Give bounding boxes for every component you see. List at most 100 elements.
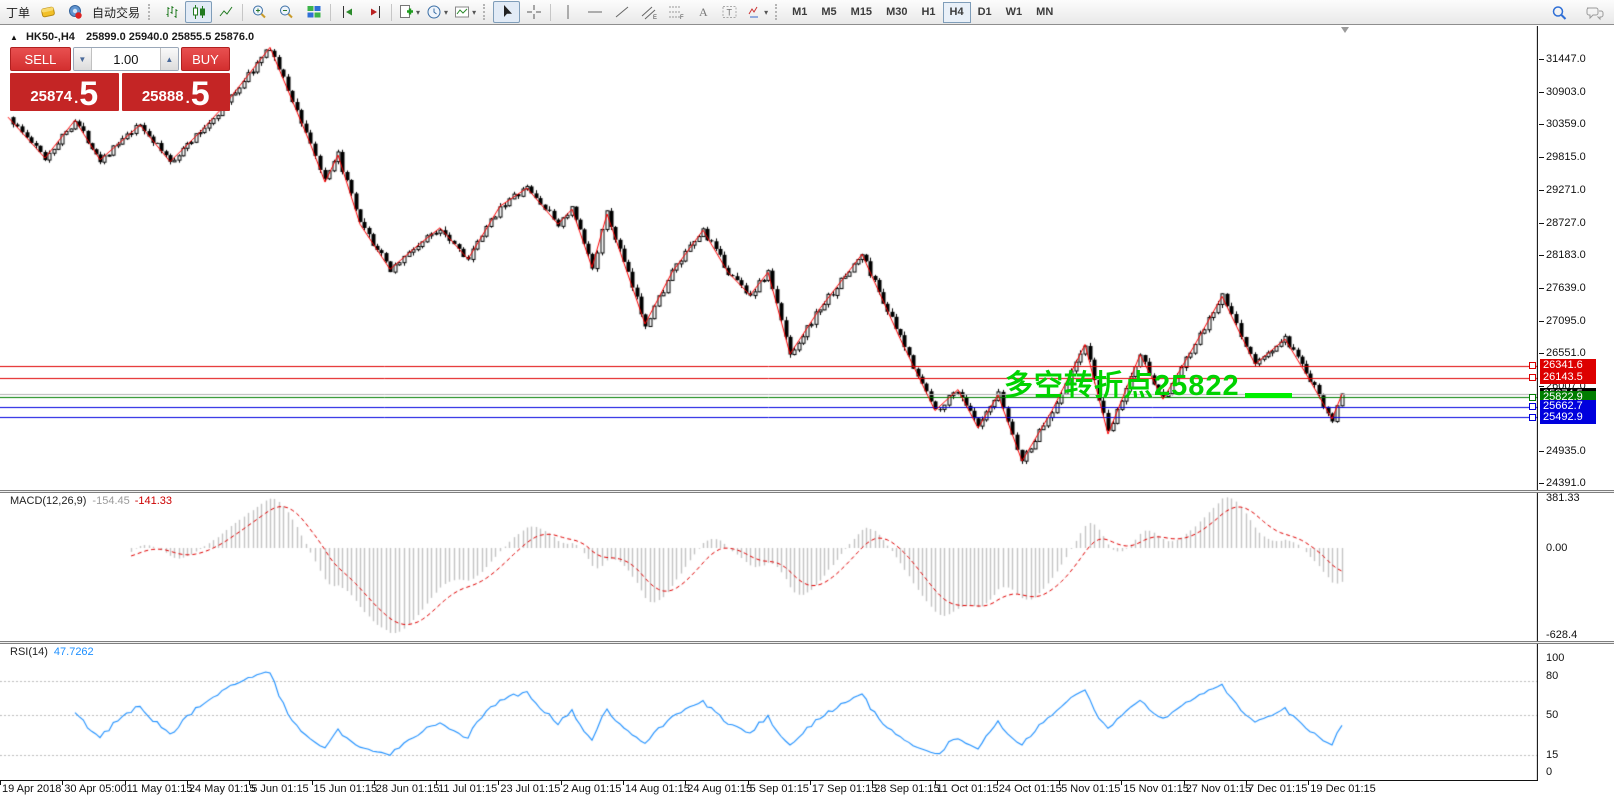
- buy-button[interactable]: BUY: [180, 47, 230, 71]
- time-tick-mark: [1121, 780, 1123, 785]
- toolbar-separator: [330, 3, 332, 21]
- time-tick-mark: [623, 780, 624, 785]
- equidistant-channel-button[interactable]: E: [635, 1, 662, 23]
- bar-chart-button[interactable]: [158, 1, 185, 23]
- price-tick-mark: [1539, 450, 1544, 452]
- main-toolbar: 丁单 自动交易 ▾ ▾ ▾: [0, 0, 1614, 25]
- auto-trading-button[interactable]: 自动交易: [92, 5, 141, 20]
- time-axis-label: 24 May 01:15: [188, 783, 256, 795]
- pane-separator[interactable]: [0, 490, 1614, 493]
- trendline-button[interactable]: [608, 1, 635, 23]
- price-tick-mark: [1539, 157, 1544, 159]
- new-order-button[interactable]: ▾: [395, 1, 423, 23]
- price-line-anchor[interactable]: [1529, 374, 1536, 382]
- price-line-anchor[interactable]: [1529, 393, 1536, 401]
- text-button[interactable]: A: [689, 1, 716, 23]
- time-axis-label: 30 Apr 05:00: [64, 783, 127, 795]
- time-axis-label: 5 Nov 01:15: [1061, 783, 1121, 795]
- main-chart-canvas[interactable]: [0, 26, 1538, 490]
- buy-price[interactable]: 25888. 5: [121, 73, 230, 113]
- sell-price[interactable]: 25874. 5: [10, 73, 119, 111]
- green-trend-segment[interactable]: [1245, 393, 1292, 398]
- indicators-button[interactable]: ▾: [451, 1, 479, 23]
- macd-indicator-canvas[interactable]: [0, 493, 1538, 641]
- timeframe-bar: M1 M5 M15 M30 H1 H4 D1 W1 MN: [785, 1, 1060, 23]
- time-axis-label: 28 Jun 01:15: [375, 783, 440, 795]
- time-tick-mark: [249, 780, 251, 785]
- time-axis-label: 11 Oct 01:15: [936, 783, 999, 795]
- timeframe-m5[interactable]: M5: [821, 6, 837, 18]
- search-icon[interactable]: [1546, 2, 1573, 24]
- candlestick-chart-button[interactable]: [185, 1, 213, 23]
- volume-input[interactable]: [91, 48, 160, 70]
- collapse-panel-icon[interactable]: ▲: [10, 33, 18, 42]
- line-chart-button[interactable]: [212, 1, 239, 23]
- time-axis-label: 17 Sep 01:15: [811, 783, 878, 795]
- tile-windows-button[interactable]: [300, 1, 327, 23]
- time-tick-mark: [62, 780, 64, 785]
- periods-button[interactable]: ▾: [423, 1, 451, 23]
- zoom-out-button[interactable]: [273, 1, 300, 23]
- macd-signal-value: -141.33: [134, 495, 173, 507]
- timeframe-h4[interactable]: H4: [942, 1, 971, 23]
- time-tick-mark: [685, 780, 687, 785]
- price-line-anchor[interactable]: [1529, 403, 1536, 411]
- timeframe-m15[interactable]: M15: [850, 6, 873, 18]
- chart-shift-marker[interactable]: [1341, 27, 1349, 33]
- time-tick-mark: [560, 780, 562, 785]
- price-tick-label: 29271.0: [1539, 184, 1586, 196]
- buy-price-dot: .: [185, 90, 190, 107]
- price-tag-25662.7: 25662.7: [1540, 400, 1596, 414]
- time-axis-label: 19 Dec 01:15: [1310, 783, 1376, 795]
- chat-icon[interactable]: [1581, 2, 1608, 24]
- auto-trading-icon[interactable]: [61, 1, 88, 23]
- price-tick-label: 30359.0: [1539, 118, 1586, 130]
- timeframe-d1[interactable]: D1: [977, 6, 992, 18]
- time-tick-mark: [186, 780, 188, 785]
- sell-button[interactable]: SELL: [10, 47, 71, 71]
- arrows-button[interactable]: ▾: [743, 1, 771, 23]
- price-tick-mark: [1539, 255, 1544, 257]
- cursor-button[interactable]: [493, 1, 521, 23]
- macd-axis-label: 0.00: [1546, 542, 1568, 554]
- vertical-line-button[interactable]: [554, 1, 581, 23]
- svg-text:F: F: [680, 15, 684, 20]
- volume-decrease-button[interactable]: ▼: [73, 48, 92, 70]
- crosshair-button[interactable]: [520, 1, 547, 23]
- auto-scroll-button[interactable]: [334, 1, 361, 23]
- svg-text:E: E: [653, 15, 657, 20]
- sell-price-int: 25874: [30, 88, 73, 105]
- chart-text-annotation[interactable]: 多空转折点25822: [1004, 370, 1240, 402]
- price-line-anchor[interactable]: [1529, 413, 1536, 421]
- new-order-book-icon[interactable]: [34, 1, 61, 23]
- chart-shift-button[interactable]: [361, 1, 388, 23]
- time-tick-mark: [124, 780, 126, 785]
- buy-price-decimal: 5: [190, 75, 210, 113]
- pane-separator[interactable]: [0, 641, 1614, 644]
- timeframe-mn[interactable]: MN: [1036, 6, 1054, 18]
- time-axis-label: 11 May 01:15: [126, 783, 193, 795]
- time-tick-mark: [809, 780, 811, 785]
- time-tick-mark: [1183, 780, 1185, 785]
- price-tick-label: 31447.0: [1539, 53, 1586, 65]
- rsi-axis-label: 15: [1546, 749, 1559, 761]
- price-line-anchor[interactable]: [1529, 362, 1536, 370]
- toolbar-separator: [242, 3, 244, 21]
- orders-button[interactable]: 丁单: [6, 5, 31, 20]
- horizontal-line-button[interactable]: [581, 1, 608, 23]
- time-tick-mark: [498, 780, 500, 785]
- fibonacci-button[interactable]: F: [662, 1, 689, 23]
- volume-stepper: ▼ ▲: [72, 47, 179, 71]
- text-label-button[interactable]: T: [716, 1, 743, 23]
- timeframe-m1[interactable]: M1: [792, 6, 808, 18]
- timeframe-w1[interactable]: W1: [1005, 6, 1023, 18]
- time-axis-label: 19 Apr 2018: [2, 783, 62, 795]
- zoom-in-button[interactable]: [246, 1, 273, 23]
- time-axis-label: 23 Jul 01:15: [500, 783, 561, 795]
- timeframe-m30[interactable]: M30: [886, 6, 908, 18]
- timeframe-h1[interactable]: H1: [921, 6, 936, 18]
- rsi-indicator-canvas[interactable]: [0, 644, 1538, 780]
- volume-increase-button[interactable]: ▲: [159, 48, 178, 70]
- time-axis-label: 2 Aug 01:15: [562, 783, 622, 795]
- time-tick-mark: [0, 780, 1, 785]
